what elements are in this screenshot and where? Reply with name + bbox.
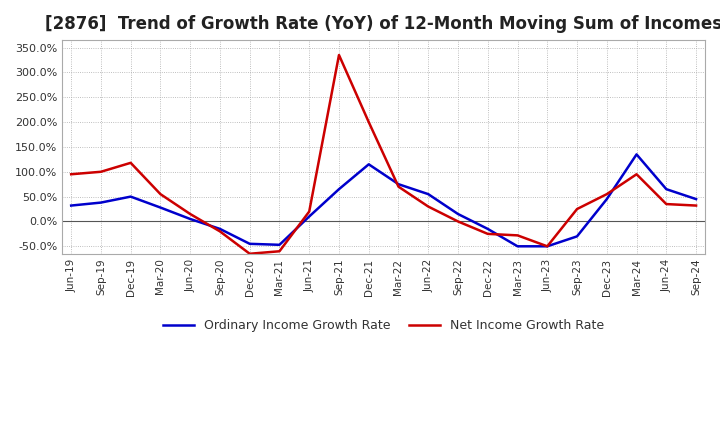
- Ordinary Income Growth Rate: [305, 214, 313, 219]
- Ordinary Income Growth Rate: [96, 200, 105, 205]
- Title: [2876]  Trend of Growth Rate (YoY) of 12-Month Moving Sum of Incomes: [2876] Trend of Growth Rate (YoY) of 12-…: [45, 15, 720, 33]
- Ordinary Income Growth Rate: [126, 194, 135, 199]
- Ordinary Income Growth Rate: [632, 152, 641, 157]
- Ordinary Income Growth Rate: [335, 187, 343, 192]
- Net Income Growth Rate: [335, 52, 343, 58]
- Net Income Growth Rate: [215, 229, 224, 234]
- Net Income Growth Rate: [186, 211, 194, 216]
- Ordinary Income Growth Rate: [364, 161, 373, 167]
- Net Income Growth Rate: [692, 203, 701, 208]
- Net Income Growth Rate: [483, 231, 492, 237]
- Net Income Growth Rate: [662, 202, 670, 207]
- Ordinary Income Growth Rate: [186, 216, 194, 222]
- Ordinary Income Growth Rate: [424, 191, 433, 197]
- Net Income Growth Rate: [632, 172, 641, 177]
- Ordinary Income Growth Rate: [215, 226, 224, 231]
- Legend: Ordinary Income Growth Rate, Net Income Growth Rate: Ordinary Income Growth Rate, Net Income …: [158, 314, 610, 337]
- Ordinary Income Growth Rate: [67, 203, 76, 208]
- Ordinary Income Growth Rate: [692, 197, 701, 202]
- Net Income Growth Rate: [275, 249, 284, 254]
- Net Income Growth Rate: [572, 206, 581, 212]
- Ordinary Income Growth Rate: [543, 244, 552, 249]
- Net Income Growth Rate: [364, 119, 373, 125]
- Net Income Growth Rate: [156, 191, 165, 197]
- Ordinary Income Growth Rate: [246, 241, 254, 246]
- Ordinary Income Growth Rate: [513, 244, 522, 249]
- Ordinary Income Growth Rate: [394, 182, 402, 187]
- Ordinary Income Growth Rate: [156, 205, 165, 210]
- Ordinary Income Growth Rate: [603, 197, 611, 202]
- Line: Ordinary Income Growth Rate: Ordinary Income Growth Rate: [71, 154, 696, 246]
- Net Income Growth Rate: [454, 219, 462, 224]
- Net Income Growth Rate: [96, 169, 105, 174]
- Net Income Growth Rate: [67, 172, 76, 177]
- Net Income Growth Rate: [513, 233, 522, 238]
- Ordinary Income Growth Rate: [454, 211, 462, 216]
- Ordinary Income Growth Rate: [572, 234, 581, 239]
- Ordinary Income Growth Rate: [275, 242, 284, 247]
- Net Income Growth Rate: [603, 191, 611, 197]
- Net Income Growth Rate: [246, 251, 254, 257]
- Net Income Growth Rate: [394, 184, 402, 189]
- Net Income Growth Rate: [424, 204, 433, 209]
- Net Income Growth Rate: [543, 244, 552, 249]
- Ordinary Income Growth Rate: [483, 226, 492, 231]
- Net Income Growth Rate: [126, 160, 135, 165]
- Ordinary Income Growth Rate: [662, 187, 670, 192]
- Line: Net Income Growth Rate: Net Income Growth Rate: [71, 55, 696, 254]
- Net Income Growth Rate: [305, 209, 313, 214]
